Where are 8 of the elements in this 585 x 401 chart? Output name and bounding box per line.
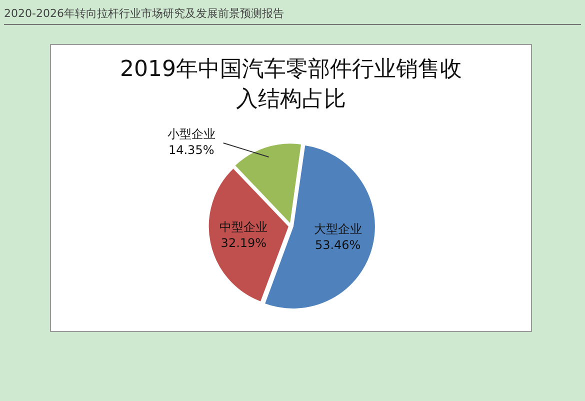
chart-title: 2019年中国汽车零部件行业销售收入结构占比 xyxy=(119,56,463,114)
text: 2020-2026年转向拉杆行业市场研究及发展前景预测报告 xyxy=(4,6,581,25)
data-label: 53.46% xyxy=(314,238,361,252)
slice-label: 中型企业 xyxy=(220,220,268,234)
slice-label: 大型企业 xyxy=(314,222,362,236)
data-label: 14.35% xyxy=(168,143,214,158)
slice-label: 小型企业 xyxy=(167,127,216,142)
data-label: 32.19% xyxy=(220,236,267,250)
